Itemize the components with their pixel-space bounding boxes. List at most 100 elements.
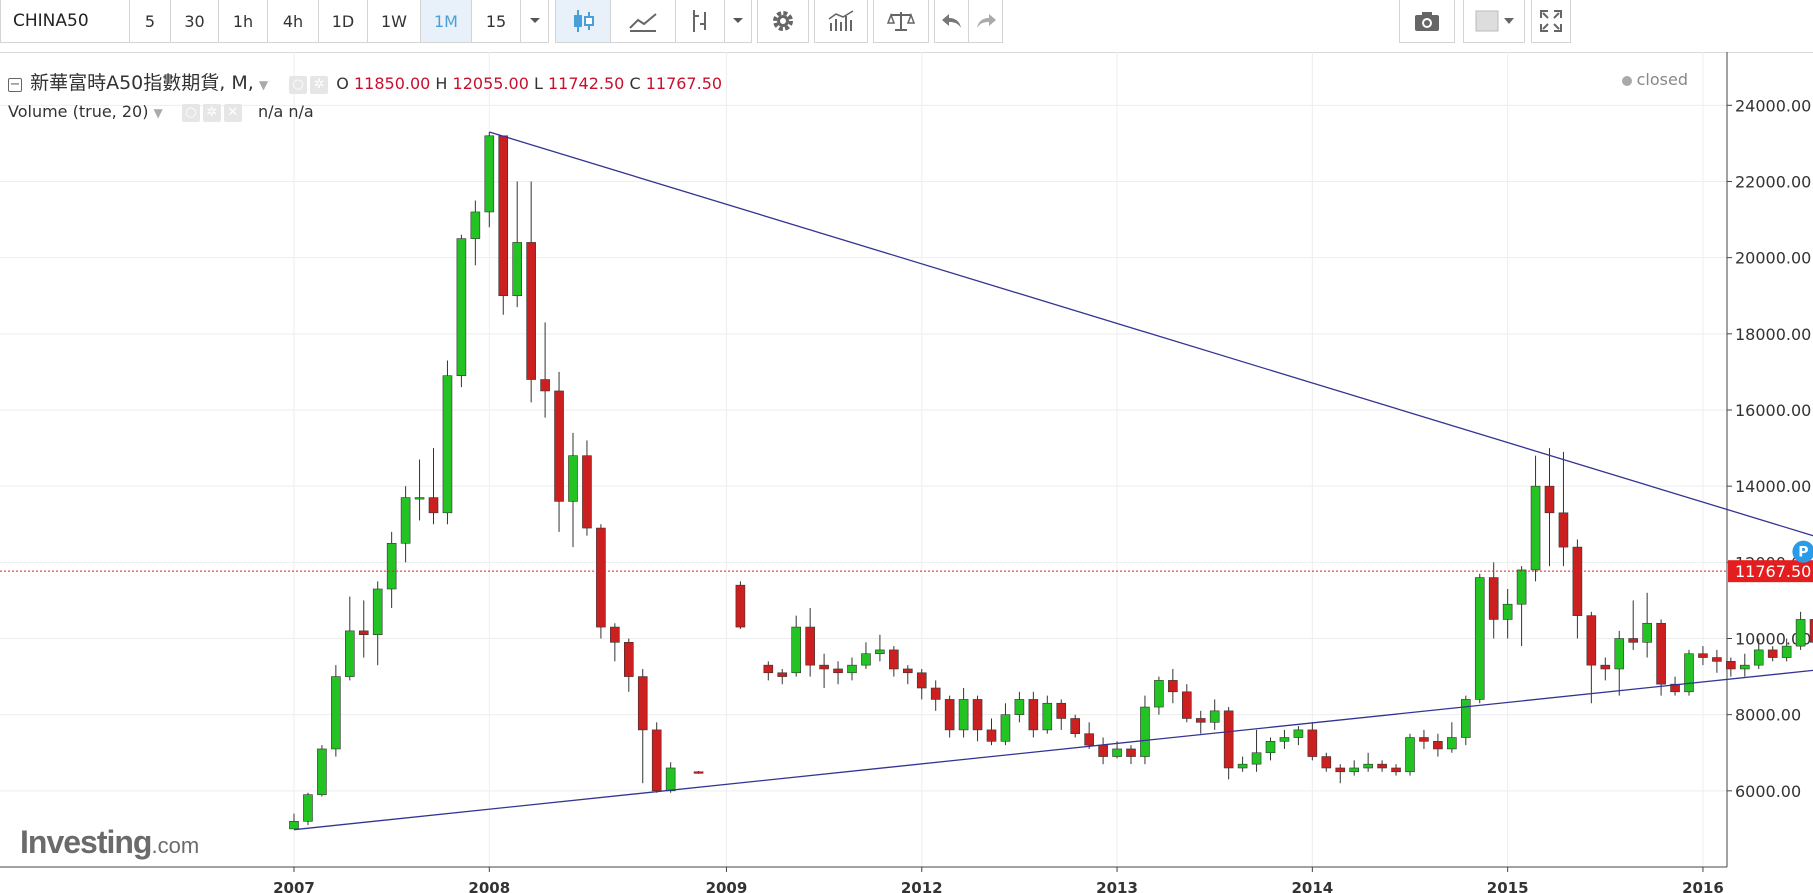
- close-icon[interactable]: ✕: [223, 103, 242, 122]
- line-style-button[interactable]: [610, 0, 676, 43]
- gear-icon[interactable]: ✲: [310, 75, 329, 94]
- undo-button[interactable]: [934, 0, 969, 43]
- candle-body: [1600, 664, 1611, 670]
- volume-legend: Volume (true, 20) ▼ ○ ✲ ✕ n/a n/a: [8, 102, 314, 122]
- redo-icon: [976, 14, 996, 28]
- line-chart-icon: [629, 13, 657, 32]
- candle-body: [1363, 763, 1373, 769]
- interval-5-button[interactable]: 5: [129, 0, 171, 43]
- candle: [944, 695, 955, 738]
- volume-values: n/a n/a: [257, 102, 314, 121]
- candle: [568, 432, 578, 548]
- compare-button[interactable]: [873, 0, 929, 43]
- indicators-icon: [828, 10, 854, 31]
- candle: [833, 661, 843, 685]
- candle: [1684, 649, 1694, 696]
- candle-body: [1279, 737, 1290, 742]
- candle-body: [693, 771, 704, 774]
- fullscreen-button[interactable]: [1531, 0, 1571, 43]
- candle: [1474, 573, 1485, 704]
- candle: [526, 181, 536, 403]
- candle: [1195, 710, 1206, 734]
- candle: [596, 524, 606, 639]
- high-value: 12055.00: [452, 74, 529, 93]
- gear-icon[interactable]: ✲: [202, 103, 221, 122]
- candle: [1753, 638, 1764, 669]
- candle: [1572, 539, 1583, 639]
- color-picker-button[interactable]: [1463, 0, 1525, 43]
- candle: [958, 688, 969, 738]
- indicators-button[interactable]: [814, 0, 868, 43]
- candle: [484, 131, 495, 228]
- candle-body: [1056, 702, 1067, 719]
- candle: [1391, 764, 1401, 776]
- candle-body: [735, 584, 746, 628]
- open-label: O: [336, 74, 349, 93]
- interval-1h-button[interactable]: 1h: [218, 0, 268, 43]
- candle-body: [1558, 512, 1569, 548]
- price-chart[interactable]: 6000.008000.0010000.0012000.0014000.0016…: [0, 52, 1813, 893]
- y-tick-label: 16000.00: [1735, 401, 1811, 420]
- candle: [875, 634, 885, 662]
- redo-button[interactable]: [968, 0, 1003, 43]
- style-dropdown-button[interactable]: [724, 0, 752, 43]
- candle: [414, 459, 425, 521]
- eye-icon[interactable]: ○: [181, 103, 200, 122]
- candle: [637, 668, 648, 784]
- eye-icon[interactable]: ○: [289, 75, 308, 94]
- candle: [442, 360, 453, 525]
- candle-body: [1767, 649, 1778, 658]
- last-price-label: 11767.50: [1735, 562, 1811, 581]
- candle: [1447, 722, 1457, 753]
- x-tick-label: 2008: [468, 879, 510, 893]
- interval-15-button[interactable]: 15: [471, 0, 521, 43]
- chevron-down-icon[interactable]: ▼: [258, 78, 269, 92]
- candle: [554, 371, 564, 532]
- bar-style-button[interactable]: [675, 0, 725, 43]
- candle: [386, 531, 397, 609]
- interval-1m-button[interactable]: 1M: [420, 0, 472, 43]
- candle: [916, 668, 927, 700]
- screenshot-button[interactable]: [1399, 0, 1455, 43]
- chevron-down-icon[interactable]: ▼: [153, 106, 163, 120]
- candle-body: [344, 630, 355, 677]
- candle-body: [623, 642, 634, 677]
- interval-1w-button[interactable]: 1W: [367, 0, 421, 43]
- x-tick-label: 2016: [1682, 879, 1724, 893]
- candlestick-style-button[interactable]: [555, 0, 611, 43]
- candle: [1698, 646, 1708, 666]
- candle: [1419, 729, 1429, 749]
- candle-body: [1586, 615, 1597, 666]
- candle: [1307, 722, 1318, 761]
- candle-body: [777, 672, 788, 677]
- interval-dropdown-button[interactable]: [520, 0, 549, 43]
- collapse-icon[interactable]: −: [8, 76, 22, 92]
- candle-body: [916, 672, 927, 689]
- candle: [1349, 760, 1359, 776]
- candle-body: [386, 542, 397, 590]
- candle-body: [414, 497, 425, 500]
- settings-button[interactable]: [757, 0, 809, 43]
- candle: [1265, 737, 1276, 761]
- candle: [623, 638, 634, 692]
- interval-30-button[interactable]: 30: [170, 0, 219, 43]
- symbol-field[interactable]: CHINA50: [0, 0, 130, 43]
- candle: [1530, 455, 1541, 582]
- candle: [1614, 630, 1625, 696]
- candle: [1740, 653, 1750, 677]
- close-value: 11767.50: [645, 74, 723, 93]
- investing-logo: Investing.com: [20, 824, 199, 861]
- x-tick-label: 2009: [706, 879, 748, 893]
- candle: [1795, 611, 1806, 650]
- candle-body: [1740, 664, 1750, 670]
- candle-body: [1726, 661, 1736, 670]
- x-tick-label: 2007: [273, 879, 315, 893]
- market-status: closed: [1621, 70, 1688, 89]
- alert-marker-label: P: [1798, 545, 1808, 561]
- candle: [1712, 649, 1722, 673]
- gear-icon: [773, 11, 793, 31]
- interval-1d-button[interactable]: 1D: [318, 0, 368, 43]
- candle: [1405, 733, 1415, 776]
- candle-body: [637, 676, 648, 731]
- interval-4h-button[interactable]: 4h: [267, 0, 319, 43]
